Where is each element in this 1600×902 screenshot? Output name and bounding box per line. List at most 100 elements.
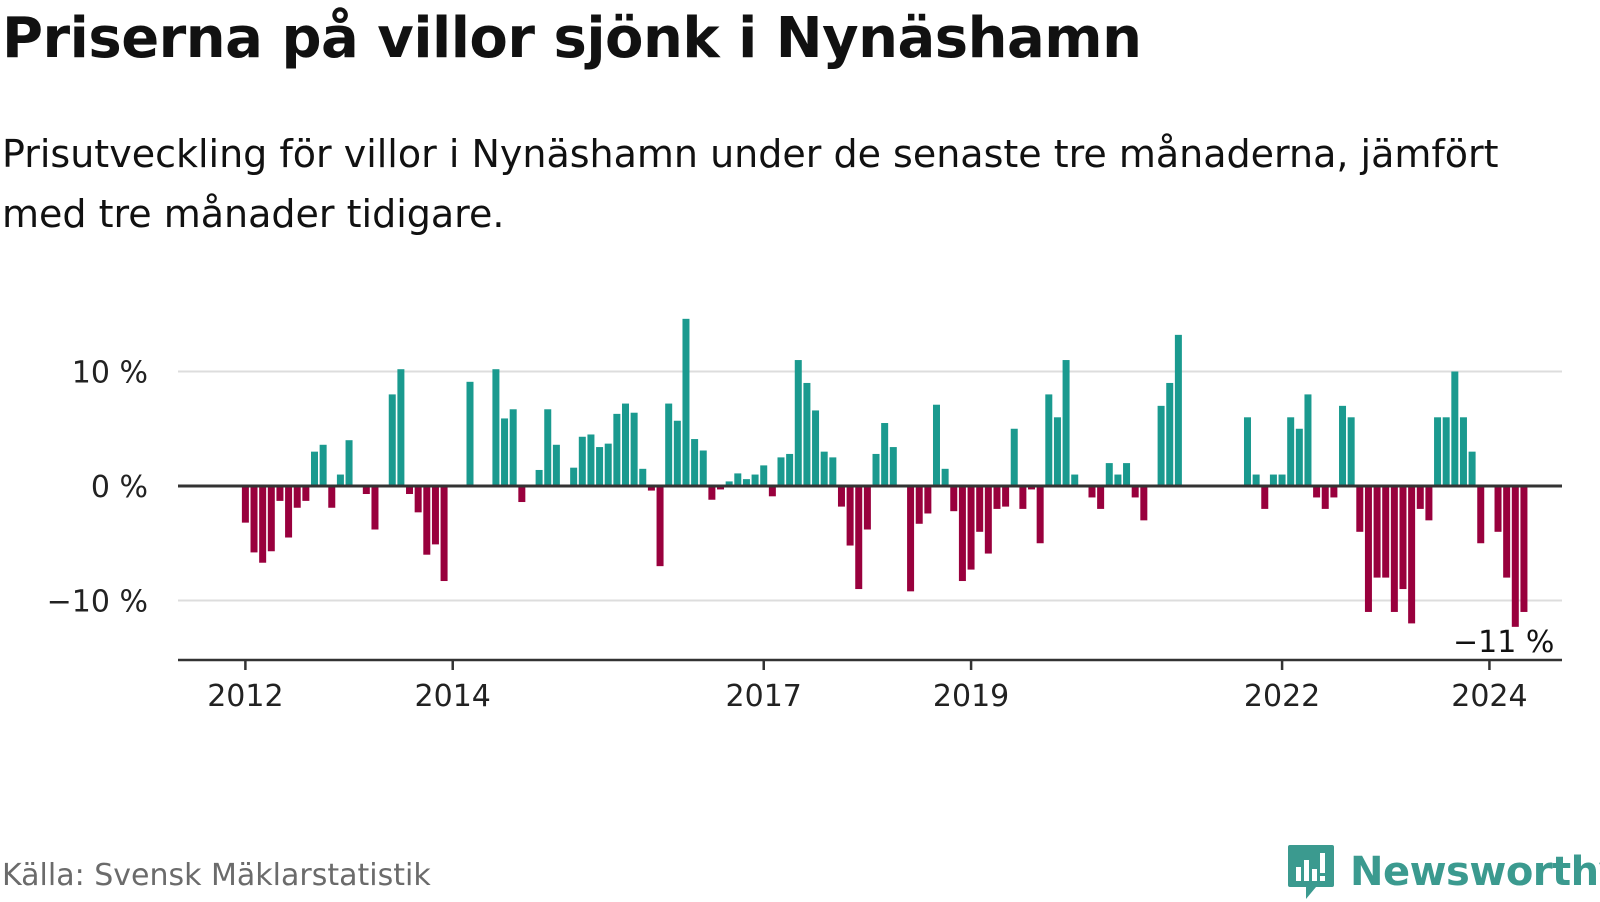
x-tick-label: 2017 bbox=[726, 679, 802, 714]
bar-chart: 10 % 0 % −10 % 2012 2014 2017 2019 2022 2024 −11 … bbox=[47, 318, 1562, 715]
bar bbox=[371, 486, 379, 530]
bar bbox=[319, 444, 327, 486]
bar bbox=[1062, 360, 1070, 486]
chart-subtitle: Prisutveckling för villor i Nynäshamn un… bbox=[2, 132, 1499, 236]
bar bbox=[1114, 474, 1122, 486]
bar bbox=[803, 382, 811, 486]
bar bbox=[1053, 417, 1061, 486]
bar bbox=[1131, 486, 1139, 498]
bar bbox=[1399, 486, 1407, 590]
bar bbox=[967, 486, 975, 570]
bar bbox=[889, 447, 897, 486]
bar bbox=[855, 486, 863, 590]
brand-logo[interactable]: Newsworthy bbox=[1286, 842, 1600, 902]
bar bbox=[250, 486, 258, 553]
bar bbox=[1036, 486, 1044, 544]
y-tick-label: 0 % bbox=[91, 470, 148, 505]
bar bbox=[1339, 405, 1347, 486]
bar bbox=[742, 479, 750, 486]
bar bbox=[656, 486, 664, 567]
bar bbox=[1330, 486, 1338, 498]
bar bbox=[570, 467, 578, 486]
bar bbox=[293, 486, 301, 508]
bar bbox=[501, 418, 509, 486]
bar bbox=[1442, 417, 1450, 486]
bar bbox=[1503, 486, 1511, 578]
bar bbox=[647, 486, 655, 491]
bar bbox=[1157, 405, 1165, 486]
bar bbox=[406, 486, 414, 495]
bar bbox=[1019, 486, 1027, 509]
bar bbox=[544, 409, 552, 486]
bar bbox=[1520, 486, 1528, 612]
y-tick-label: −10 % bbox=[47, 585, 148, 620]
bar bbox=[535, 469, 543, 486]
x-tick-label: 2019 bbox=[933, 679, 1009, 714]
bar bbox=[1028, 486, 1036, 490]
x-tick-label: 2024 bbox=[1451, 679, 1527, 714]
bar bbox=[241, 486, 249, 523]
bar bbox=[1459, 417, 1467, 486]
tick-labels: 10 % 0 % −10 % 2012 2014 2017 2019 2022 2024 −11 … bbox=[47, 356, 1558, 715]
bar bbox=[1494, 486, 1502, 532]
bar bbox=[777, 457, 785, 487]
bar bbox=[682, 318, 690, 486]
bar bbox=[760, 465, 768, 486]
bar bbox=[587, 434, 595, 486]
bar bbox=[1416, 486, 1424, 509]
bar bbox=[1408, 486, 1416, 624]
bar bbox=[1166, 382, 1174, 486]
bar bbox=[1451, 371, 1459, 486]
bar bbox=[786, 453, 794, 486]
bar bbox=[1105, 463, 1113, 486]
bar bbox=[613, 413, 621, 486]
axes bbox=[178, 484, 1562, 670]
bar bbox=[1304, 394, 1312, 486]
bar bbox=[311, 451, 318, 486]
bar bbox=[751, 474, 759, 486]
bar bbox=[1477, 486, 1485, 544]
x-tick-label: 2022 bbox=[1244, 679, 1320, 714]
bar bbox=[362, 486, 370, 495]
newsworthy-logo-icon bbox=[1288, 845, 1334, 899]
bar bbox=[1097, 486, 1105, 509]
x-tick-label: 2014 bbox=[415, 679, 491, 714]
bar bbox=[768, 486, 776, 497]
bar bbox=[492, 369, 500, 486]
bar bbox=[431, 486, 439, 545]
bar bbox=[328, 486, 336, 508]
chart-title: Priserna på villor sjönk i Nynäshamn bbox=[2, 6, 1142, 71]
bar bbox=[1364, 486, 1372, 612]
bar bbox=[725, 481, 733, 486]
bar bbox=[837, 486, 845, 507]
bar bbox=[596, 447, 604, 486]
bar bbox=[578, 436, 586, 486]
bar bbox=[924, 486, 932, 514]
bar bbox=[863, 486, 871, 530]
bar bbox=[1287, 417, 1295, 486]
brand-name: Newsworthy bbox=[1350, 849, 1600, 895]
bar bbox=[699, 450, 707, 486]
bar bbox=[1269, 474, 1277, 486]
bar bbox=[302, 486, 310, 501]
bar bbox=[1390, 486, 1398, 612]
bar bbox=[1313, 486, 1321, 498]
bar bbox=[267, 486, 275, 552]
bar bbox=[665, 403, 673, 486]
bar bbox=[673, 420, 681, 486]
bar bbox=[639, 468, 647, 486]
bar bbox=[336, 474, 344, 486]
bar bbox=[345, 440, 353, 486]
bar bbox=[1071, 474, 1079, 486]
bar bbox=[552, 444, 560, 486]
bar bbox=[1010, 428, 1018, 486]
bar bbox=[1373, 486, 1381, 578]
x-tick-label: 2012 bbox=[207, 679, 283, 714]
bar bbox=[1140, 486, 1148, 521]
bar bbox=[708, 486, 716, 500]
bar bbox=[1425, 486, 1433, 521]
bar bbox=[509, 409, 517, 486]
bar bbox=[1347, 417, 1355, 486]
bar bbox=[1261, 486, 1269, 509]
bar bbox=[941, 468, 949, 486]
